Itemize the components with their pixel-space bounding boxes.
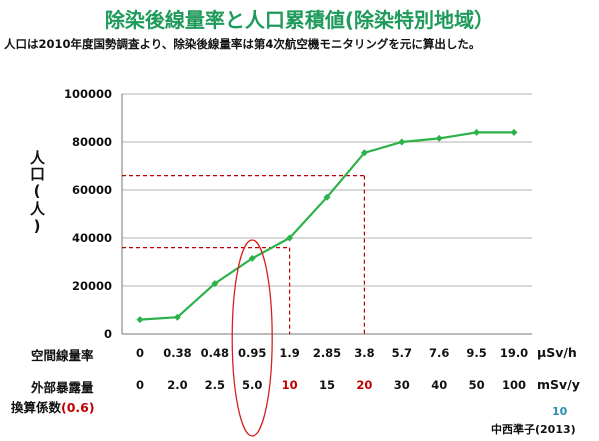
dose-rate-row: 0 0.38 0.48 0.95 1.9 2.85 3.8 5.7 7.6 9.5 19.0 (136, 346, 528, 360)
exposure-tick-label: 40 (431, 378, 447, 392)
y-tick-label: 20000 (72, 279, 112, 293)
exposure-tick-label: 2.5 (205, 378, 225, 392)
exposure-row: 0 2.0 2.5 5.0 10 15 20 30 40 50 100 (136, 378, 526, 392)
dose-rate-unit: μSv/h (537, 345, 577, 360)
dose-rate-tick-label: 1.9 (279, 346, 299, 360)
dose-rate-tick-label: 0.48 (201, 346, 229, 360)
exposure-unit: mSv/y (537, 377, 580, 392)
data-point (435, 134, 443, 142)
author-credit: 中西準子(2013) (491, 423, 576, 436)
data-point (323, 193, 331, 201)
y-tick-label: 40000 (72, 231, 112, 245)
dose-rate-row-label: 空間線量率 (31, 348, 94, 363)
exposure-tick-label: 0 (136, 378, 144, 392)
data-point (136, 316, 144, 324)
series-layer (136, 128, 518, 324)
data-point (286, 234, 294, 242)
dose-rate-tick-label: 2.85 (313, 346, 341, 360)
conversion-factor-value: (0.6) (61, 400, 95, 415)
dose-rate-tick-label: 0.38 (163, 346, 191, 360)
dose-rate-tick-label: 9.5 (466, 346, 486, 360)
y-tick-layer: 0 20000 40000 60000 80000 100000 (64, 87, 112, 341)
data-point (360, 149, 368, 157)
y-tick-label: 60000 (72, 183, 112, 197)
exposure-row-label: 外部暴露量 (31, 380, 94, 395)
y-tick-label: 100000 (64, 87, 112, 101)
page-title: 除染後線量率と人口累積値(除染特別地域） (104, 8, 495, 32)
data-point (473, 128, 481, 136)
grid-layer (122, 93, 532, 335)
y-tick-label: 0 (104, 327, 112, 341)
conversion-factor-text: 換算係数 (11, 400, 62, 415)
exposure-tick-label: 100 (502, 378, 526, 392)
axis-layer (121, 94, 532, 335)
dose-rate-tick-label: 3.8 (354, 346, 374, 360)
data-point (398, 138, 406, 146)
exposure-tick-label: 15 (319, 378, 335, 392)
data-point (173, 313, 181, 321)
data-point (211, 280, 219, 288)
highlight-ellipse (231, 239, 273, 437)
data-point (248, 254, 256, 262)
conversion-factor-label: 換算係数(0.6) (11, 397, 95, 416)
page-number: 10 (552, 405, 568, 418)
dose-rate-tick-label: 19.0 (500, 346, 528, 360)
y-tick-label: 80000 (72, 135, 112, 149)
series-line (139, 131, 514, 321)
exposure-tick-label: 10 (282, 378, 298, 392)
dose-rate-tick-label: 5.7 (392, 346, 412, 360)
page-subtitle: 人口は2010年度国勢調査より、除染後線量率は第4次航空機モニタリングを元に算出… (4, 37, 481, 51)
exposure-tick-label: 30 (394, 378, 410, 392)
exposure-tick-label: 2.0 (167, 378, 187, 392)
dose-rate-tick-label: 0.95 (238, 346, 266, 360)
dose-rate-tick-label: 7.6 (429, 346, 449, 360)
exposure-tick-label: 20 (356, 378, 372, 392)
exposure-tick-label: 5.0 (242, 378, 262, 392)
data-point (510, 128, 518, 136)
exposure-tick-label: 50 (469, 378, 485, 392)
highlight-layer (231, 239, 273, 437)
guide-layer (122, 175, 365, 334)
dose-rate-tick-label: 0 (136, 346, 144, 360)
y-axis-label: 人口(人) (28, 150, 46, 236)
